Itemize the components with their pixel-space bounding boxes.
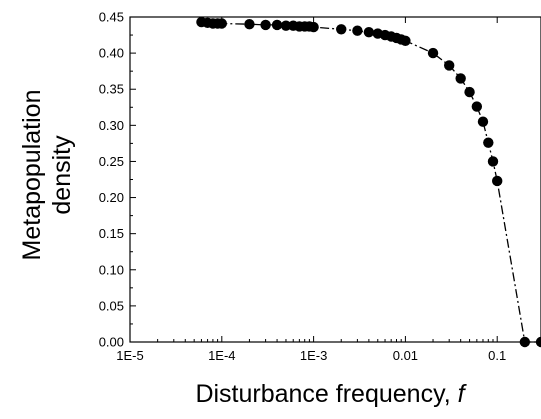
data-point (216, 18, 228, 29)
data-point (336, 24, 347, 35)
y-tick-label: 0.20 (99, 190, 124, 205)
x-tick-label: 1E-3 (300, 348, 327, 363)
data-point (483, 137, 494, 148)
y-axis-ticks: 0.00 0.05 0.10 0.15 0.20 0.25 0.30 0.35 0.40 0.45 (99, 10, 136, 350)
x-axis-ticks: 1E-5 1E-4 1E-3 0.01 0.1 (116, 17, 526, 363)
plot-frame (129, 16, 541, 343)
x-tick-label: 0.1 (488, 348, 506, 363)
data-point (244, 19, 255, 30)
y-tick-label: 0.10 (99, 262, 124, 277)
y-tick-label: 0.35 (99, 82, 124, 97)
x-axis-title: Disturbance frequency, f (195, 380, 467, 408)
data-point (260, 19, 271, 31)
y-tick-label: 0.25 (99, 154, 124, 169)
data-point (471, 101, 483, 112)
series-line (201, 21, 541, 343)
x-axis-title-variable: f (458, 380, 468, 408)
data-point (464, 86, 475, 98)
y-axis-title-line2: density (48, 135, 76, 215)
y-axis-title-line1: Metapopulation (18, 90, 46, 261)
data-point (487, 156, 499, 167)
y-tick-label: 0.30 (99, 118, 124, 133)
data-point (519, 336, 531, 348)
x-axis-title-text: Disturbance frequency, (195, 380, 457, 408)
y-tick-label: 0.05 (99, 298, 124, 313)
data-point (400, 35, 411, 47)
data-point (271, 19, 283, 31)
data-point (280, 20, 292, 31)
y-tick-label: 0.40 (99, 46, 124, 61)
x-tick-label: 1E-4 (208, 348, 235, 363)
x-tick-label: 0.01 (393, 348, 418, 363)
data-point (492, 175, 503, 187)
y-tick-label: 0.00 (99, 335, 124, 350)
y-tick-label: 0.45 (99, 10, 124, 25)
x-tick-label: 1E-5 (116, 348, 143, 363)
data-point (443, 60, 455, 71)
y-tick-label: 0.15 (99, 226, 124, 241)
data-points (196, 16, 541, 348)
data-point (477, 116, 489, 127)
data-point (308, 21, 319, 33)
data-point (427, 47, 439, 59)
data-point (455, 73, 466, 84)
data-point (352, 25, 363, 36)
data-point (363, 26, 375, 38)
data-point (535, 336, 541, 348)
